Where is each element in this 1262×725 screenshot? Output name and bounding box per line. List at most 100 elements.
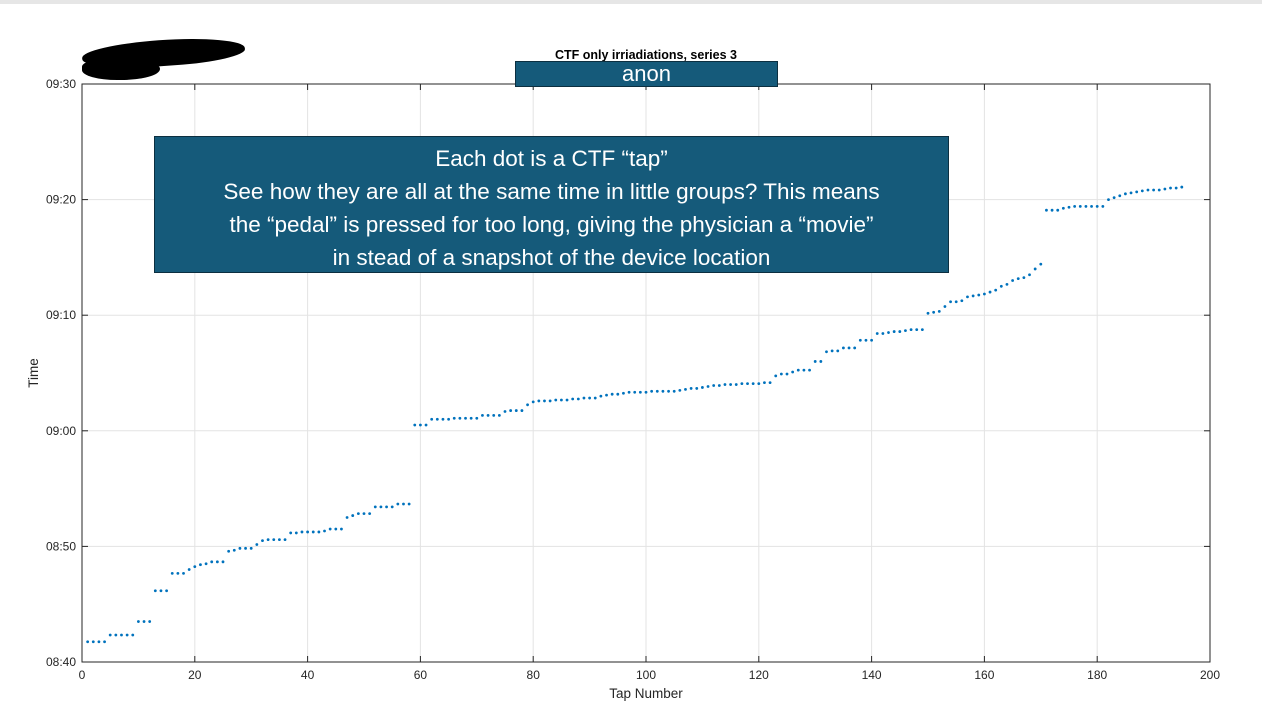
x-tick-label: 20 [188, 668, 202, 682]
data-point [255, 543, 259, 546]
data-point [706, 385, 710, 388]
data-point [486, 413, 490, 417]
data-point [114, 633, 118, 637]
data-point [734, 383, 738, 386]
data-point [385, 505, 388, 509]
data-point [650, 389, 654, 393]
data-point [1067, 205, 1071, 209]
data-point [701, 386, 704, 389]
data-point [768, 381, 772, 385]
data-point [1180, 185, 1184, 189]
data-point [937, 309, 941, 313]
data-point [943, 305, 947, 308]
data-point [661, 389, 665, 393]
data-point [655, 389, 659, 393]
data-point [565, 398, 569, 402]
x-tick-label: 40 [301, 668, 315, 682]
window-top-border [0, 0, 1262, 4]
data-point [294, 531, 298, 535]
note-line: the “pedal” is pressed for too long, giv… [229, 212, 874, 237]
data-point [199, 563, 202, 567]
data-point [729, 383, 732, 386]
data-point [915, 328, 919, 332]
data-point [746, 382, 749, 385]
x-axis-label: Tap Number [609, 686, 683, 701]
data-point [1095, 204, 1099, 208]
axis-ticks [81, 83, 1211, 663]
data-point [904, 329, 907, 333]
data-point [808, 368, 811, 372]
data-point [503, 410, 507, 413]
data-point [413, 423, 417, 427]
data-point [1033, 267, 1037, 271]
data-point [763, 381, 766, 385]
data-point [170, 571, 174, 575]
data-point [351, 514, 355, 517]
data-point [717, 384, 721, 387]
data-point [909, 328, 913, 332]
data-point [932, 310, 936, 314]
data-point [796, 368, 800, 372]
data-point [323, 529, 326, 533]
data-point [588, 396, 591, 400]
data-point [920, 328, 924, 332]
note-line: See how they are all at the same time in… [223, 179, 880, 204]
data-point [300, 530, 304, 534]
x-tick-label: 0 [79, 668, 86, 682]
data-point [576, 397, 580, 401]
data-point [971, 294, 975, 298]
data-point [396, 502, 400, 506]
data-point [328, 527, 332, 531]
data-point [148, 620, 152, 623]
data-point [554, 398, 558, 402]
data-point [368, 512, 372, 516]
data-point [616, 392, 620, 396]
data-point [571, 397, 575, 401]
data-point [1011, 279, 1014, 282]
data-point [232, 548, 236, 552]
data-point [221, 560, 225, 564]
x-tick-label: 60 [414, 668, 428, 682]
x-tick-label: 80 [527, 668, 541, 682]
y-tick-label: 09:00 [46, 424, 76, 438]
data-point [548, 399, 552, 403]
data-point [983, 292, 986, 296]
data-point [520, 409, 524, 412]
data-point [802, 368, 806, 372]
data-point [1169, 186, 1172, 190]
data-point [966, 295, 969, 299]
redaction-mark-tail [82, 58, 160, 80]
data-point [165, 589, 169, 593]
data-point [949, 300, 952, 304]
data-point [1107, 198, 1110, 202]
data-point [120, 633, 123, 637]
data-point [1124, 192, 1127, 196]
chart-title: CTF only irriadiations, series 3 [555, 48, 737, 62]
data-point [695, 387, 699, 390]
data-point [644, 390, 648, 394]
data-point [430, 417, 434, 421]
data-point [1061, 206, 1065, 210]
data-point [1112, 196, 1116, 200]
data-point [560, 398, 563, 402]
data-point [582, 396, 586, 400]
data-point [599, 394, 603, 398]
note-line: in stead of a snapshot of the device loc… [332, 245, 771, 270]
data-point [667, 389, 670, 393]
data-point [740, 382, 744, 385]
data-point [131, 633, 135, 637]
data-point [672, 389, 676, 393]
data-point [1152, 188, 1155, 192]
data-point [464, 416, 467, 420]
data-point [1073, 204, 1077, 208]
x-tick-label: 100 [636, 668, 656, 682]
data-point [187, 568, 191, 571]
data-point [684, 387, 687, 391]
data-point [492, 413, 496, 417]
data-point [825, 350, 828, 354]
data-point [317, 530, 321, 534]
data-point [774, 374, 778, 378]
data-point [379, 505, 383, 509]
data-point [469, 416, 473, 420]
data-point [452, 416, 456, 420]
